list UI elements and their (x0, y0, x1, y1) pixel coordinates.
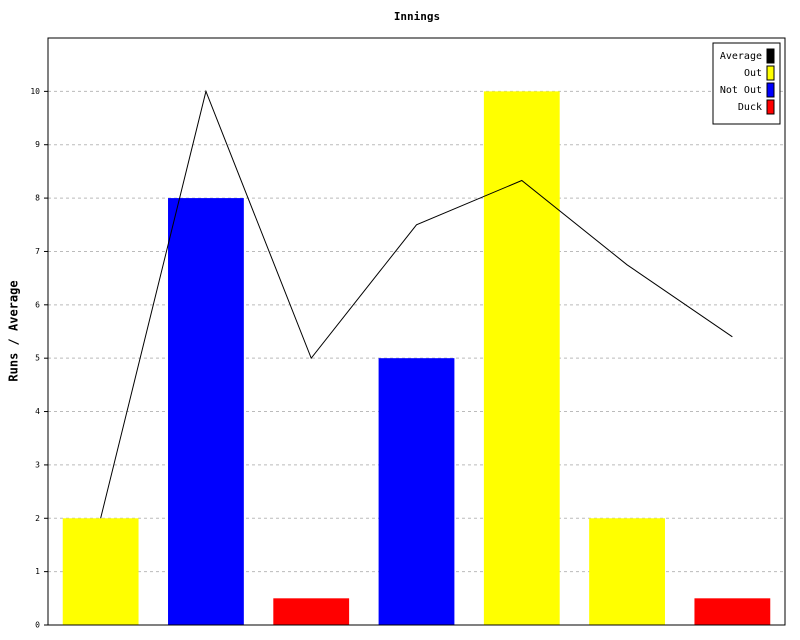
y-tick-label: 6 (35, 300, 40, 309)
legend-label: Duck (738, 102, 762, 113)
legend-swatch (766, 48, 775, 64)
bar (694, 598, 771, 625)
y-tick-label: 0 (35, 621, 40, 630)
legend-label: Out (744, 68, 762, 79)
y-tick-label: 3 (35, 460, 40, 469)
chart-title: Innings (394, 10, 440, 23)
plot-frame (47, 37, 786, 626)
y-tick-label: 2 (35, 514, 40, 523)
bar (589, 518, 665, 625)
legend-label: Average (720, 51, 762, 62)
bar (273, 598, 350, 625)
bar (483, 91, 560, 625)
legend-swatch (766, 82, 775, 98)
y-tick-label: 1 (35, 567, 40, 576)
y-tick-label: 5 (35, 354, 40, 363)
y-tick-label: 10 (30, 87, 40, 96)
y-axis-label: Runs / Average (7, 280, 21, 381)
legend-swatch (766, 65, 775, 81)
average-line (100, 89, 733, 519)
y-tick-label: 8 (35, 194, 40, 203)
y-tick-label: 9 (35, 140, 40, 149)
bar (62, 518, 139, 625)
y-tick-label: 4 (35, 407, 40, 416)
bar (168, 198, 244, 625)
legend-label: Not Out (720, 85, 762, 96)
legend-swatch (766, 99, 775, 115)
bar (378, 358, 455, 625)
y-tick-label: 7 (35, 247, 40, 256)
